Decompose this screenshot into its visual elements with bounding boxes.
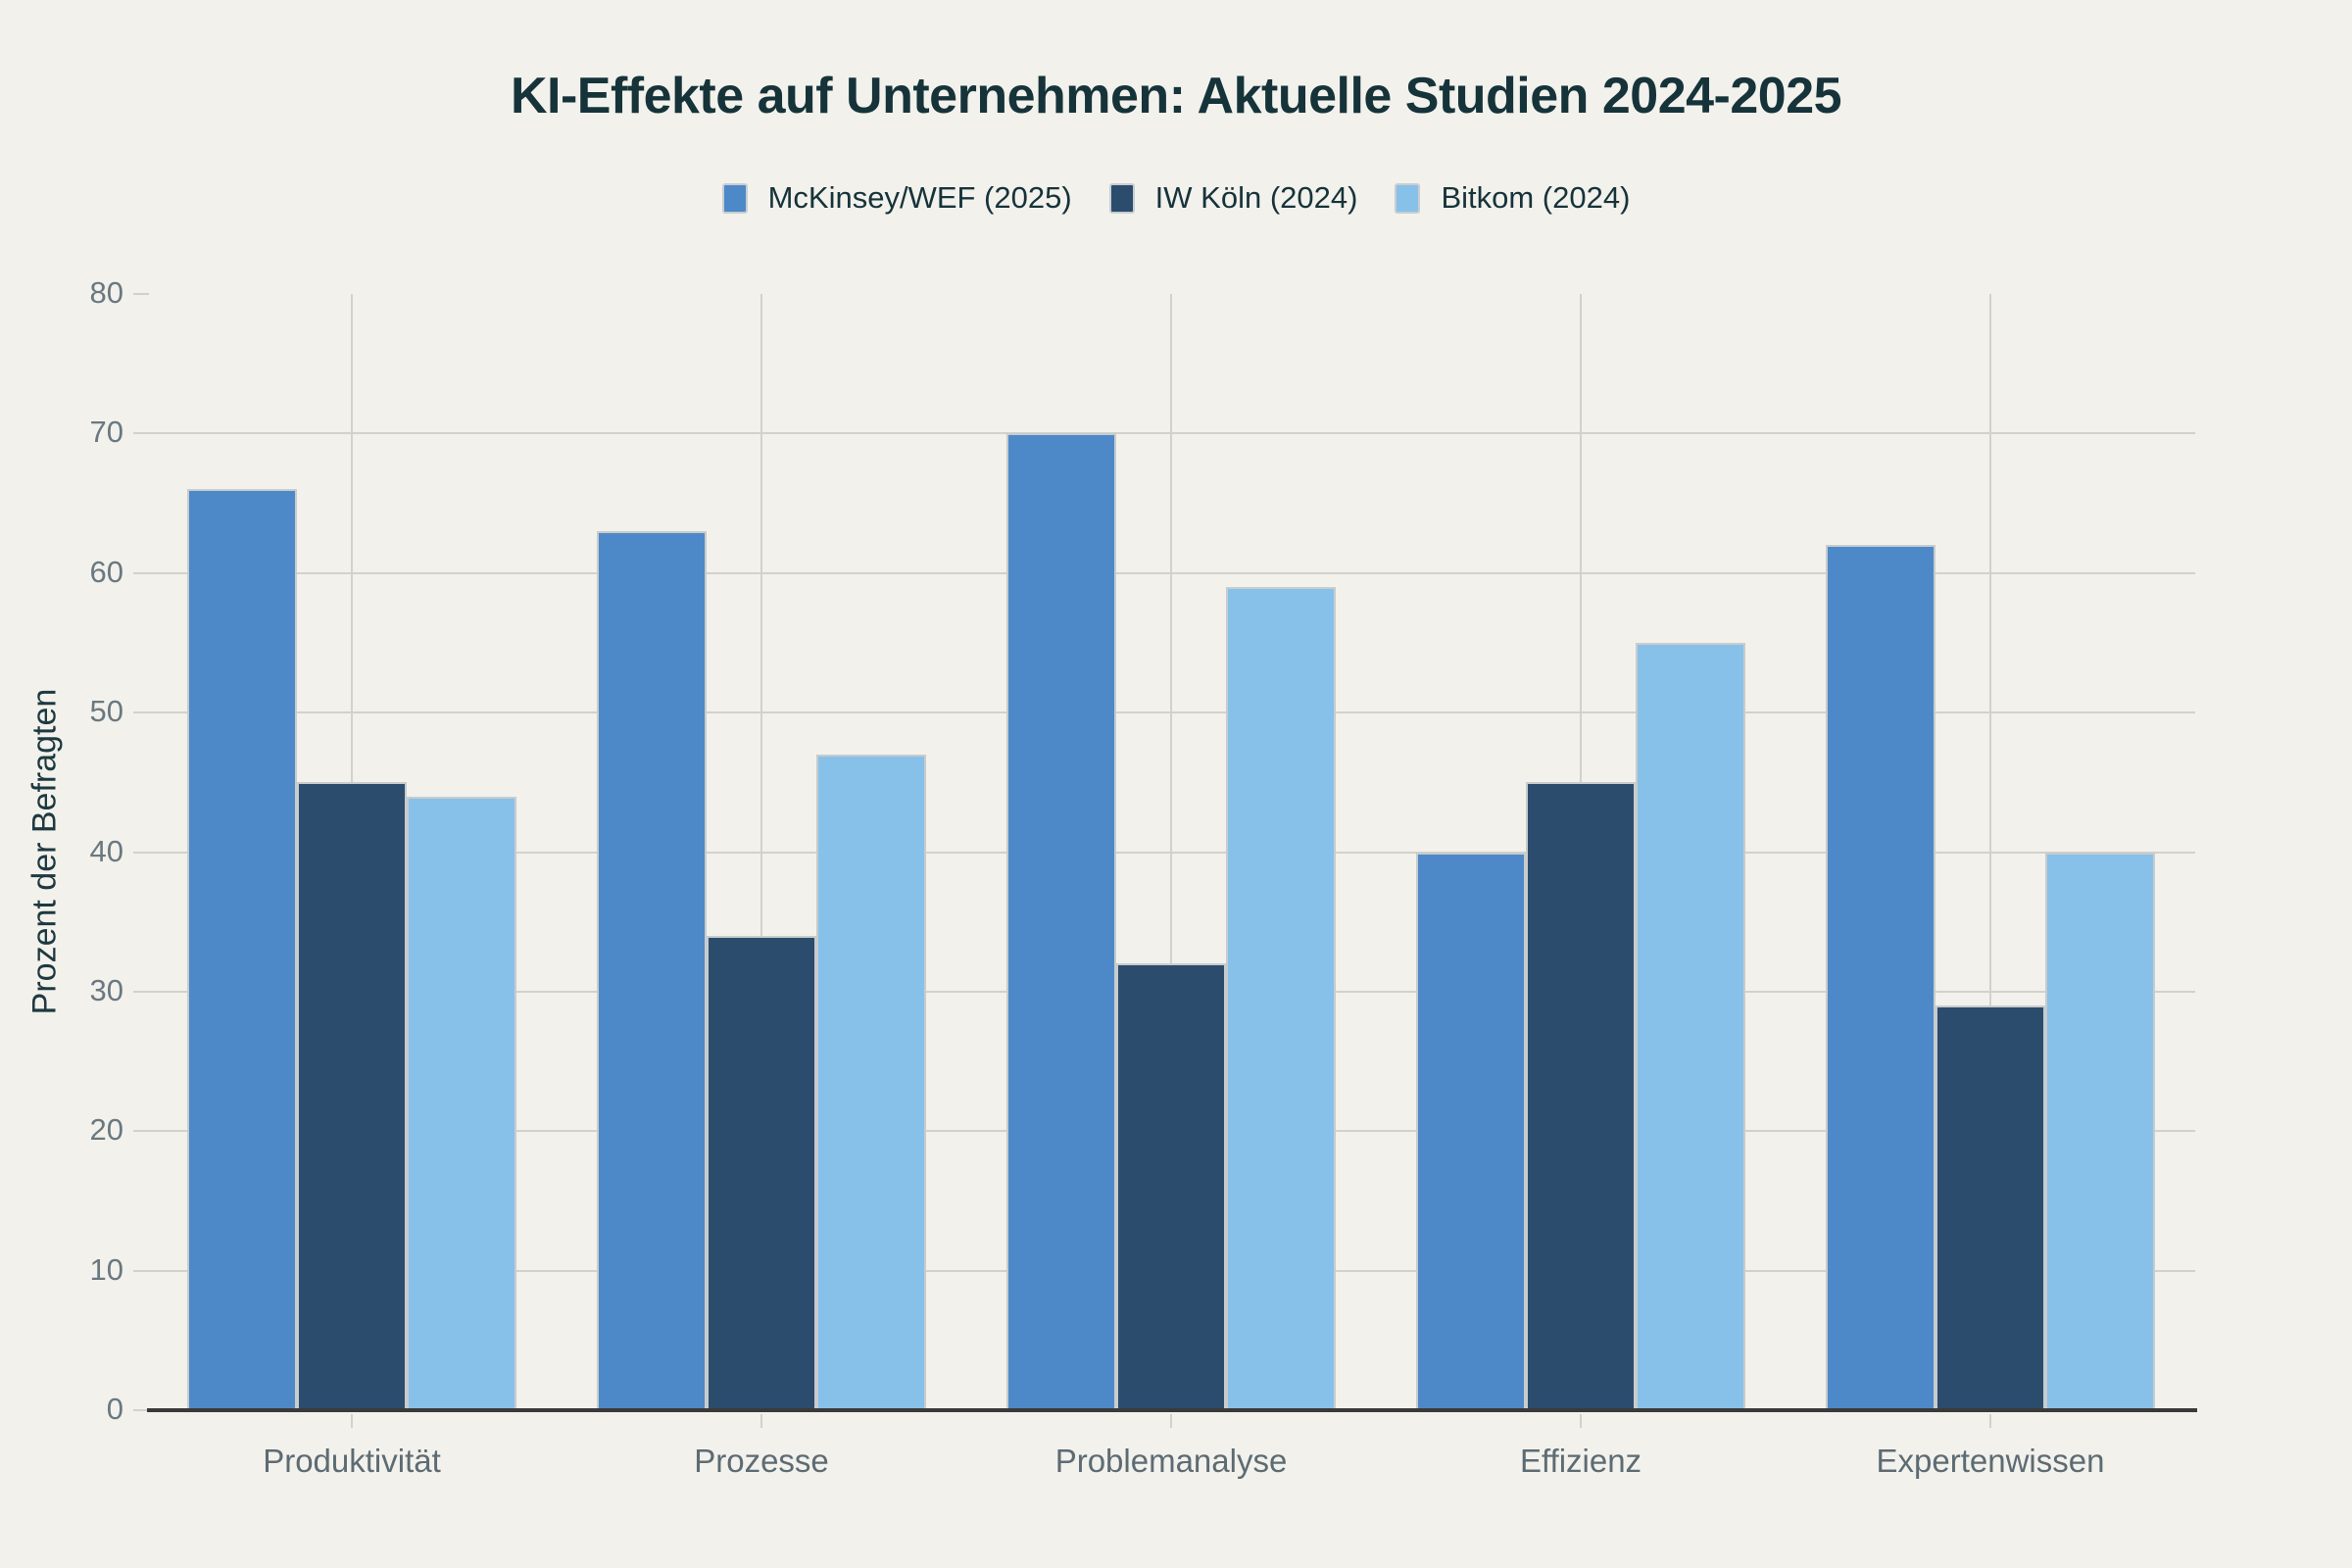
v-gridline — [760, 294, 762, 1410]
y-tick-mark — [133, 571, 149, 574]
bar-McKinsey/WEF (2025)-Produktivität — [187, 489, 297, 1410]
legend-item-2: IW Köln (2024) — [1108, 180, 1358, 216]
y-tick-mark — [133, 1130, 149, 1133]
legend-label: McKinsey/WEF (2025) — [767, 180, 1072, 215]
bar-McKinsey/WEF (2025)-Prozesse — [597, 531, 707, 1410]
legend-swatch-icon — [1395, 182, 1421, 214]
y-tick-label: 20 — [89, 1112, 123, 1148]
y-tick-mark — [133, 1409, 149, 1411]
bar-IW Köln (2024)-Effizienz — [1526, 782, 1636, 1410]
y-tick-label: 10 — [89, 1251, 123, 1287]
x-tick-mark — [1989, 1414, 1991, 1428]
y-tick-mark — [133, 293, 149, 295]
bar-IW Köln (2024)-Problemanalyse — [1116, 963, 1226, 1410]
bar-Bitkom (2024)-Expertenwissen — [2045, 852, 2155, 1410]
y-tick-mark — [133, 432, 149, 435]
y-tick-mark — [133, 990, 149, 993]
y-tick-label: 50 — [89, 694, 123, 729]
x-category-label: Expertenwissen — [1876, 1443, 2105, 1479]
x-tick-mark — [760, 1414, 762, 1428]
y-tick-label: 0 — [106, 1392, 123, 1426]
y-axis-title: Prozent der Befragten — [25, 688, 64, 1015]
bar-McKinsey/WEF (2025)-Expertenwissen — [1826, 545, 1936, 1410]
x-category-label: Prozesse — [694, 1443, 829, 1479]
v-gridline — [1989, 294, 1991, 1410]
bar-Bitkom (2024)-Effizienz — [1636, 642, 1745, 1410]
bar-Bitkom (2024)-Problemanalyse — [1226, 586, 1336, 1410]
bar-McKinsey/WEF (2025)-Effizienz — [1416, 852, 1526, 1410]
y-tick-mark — [133, 1269, 149, 1272]
legend-label: Bitkom (2024) — [1441, 180, 1631, 215]
x-axis-line — [147, 1408, 2197, 1412]
y-tick-label: 60 — [89, 554, 123, 589]
x-tick-mark — [1580, 1414, 1582, 1428]
y-tick-mark — [133, 851, 149, 854]
legend-swatch-icon — [721, 182, 748, 214]
x-category-label: Produktivität — [263, 1443, 441, 1479]
chart-title: KI-Effekte auf Unternehmen: Aktuelle Stu… — [510, 68, 1842, 124]
x-tick-mark — [351, 1414, 353, 1428]
y-tick-label: 30 — [89, 972, 123, 1007]
x-category-label: Effizienz — [1519, 1443, 1642, 1479]
bar-IW Köln (2024)-Expertenwissen — [1936, 1005, 2045, 1410]
legend: McKinsey/WEF (2025) IW Köln (2024) Bitkom … — [0, 180, 2352, 216]
x-category-label: Problemanalyse — [1054, 1443, 1288, 1479]
bar-Bitkom (2024)-Produktivität — [407, 796, 516, 1410]
bar-IW Köln (2024)-Prozesse — [707, 935, 816, 1410]
legend-label: IW Köln (2024) — [1154, 180, 1358, 215]
v-gridline — [1170, 294, 1172, 1410]
bar-Bitkom (2024)-Prozesse — [816, 754, 926, 1410]
legend-item-1: McKinsey/WEF (2025) — [721, 180, 1072, 216]
y-tick-mark — [133, 711, 149, 714]
bar-McKinsey/WEF (2025)-Problemanalyse — [1006, 433, 1116, 1410]
bar-IW Köln (2024)-Produktivität — [297, 782, 407, 1410]
y-tick-label: 40 — [89, 833, 123, 868]
legend-swatch-icon — [1108, 182, 1135, 214]
legend-item-3: Bitkom (2024) — [1395, 180, 1630, 216]
y-tick-label: 80 — [89, 275, 123, 310]
x-tick-mark — [1170, 1414, 1172, 1428]
y-tick-label: 70 — [89, 415, 123, 450]
